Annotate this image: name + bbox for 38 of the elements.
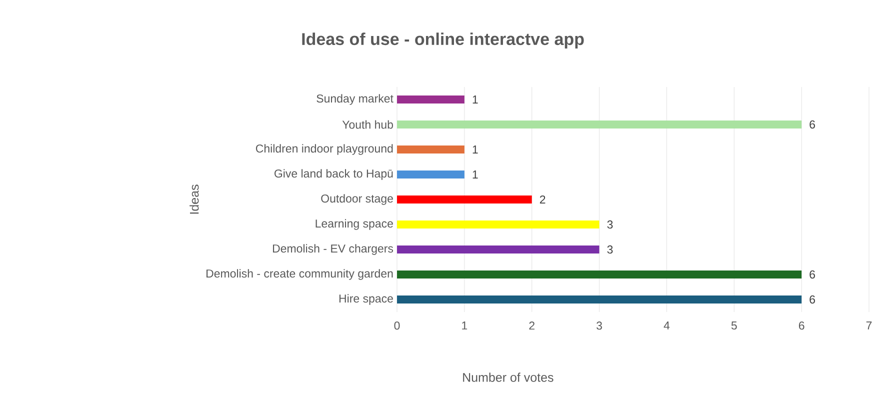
bar (397, 246, 600, 254)
y-tick-label: Sunday market (316, 94, 394, 105)
data-label: 1 (472, 146, 478, 154)
y-tick-label: Demolish - EV chargers (272, 244, 394, 255)
data-label: 6 (810, 120, 815, 129)
data-label: 2 (540, 195, 546, 204)
data-label: 1 (472, 170, 478, 178)
x-tick-label: 3 (596, 322, 602, 330)
y-tick-label: Outdoor stage (321, 194, 393, 205)
chart-title: Ideas of use - online interactve app (302, 32, 584, 48)
bar (397, 220, 600, 229)
bar (397, 196, 532, 204)
bar (397, 120, 802, 129)
y-tick-label: Hire space (339, 294, 393, 305)
y-tick-label: Demolish - create community garden (206, 269, 393, 280)
x-tick-label: 0 (394, 322, 400, 330)
bar (397, 296, 802, 304)
bar (397, 96, 464, 104)
y-axis-title: Ideas (190, 184, 199, 214)
x-tick-label: 5 (731, 322, 737, 330)
y-tick-label: Give land back to Hapū (274, 169, 393, 180)
data-label: 3 (607, 245, 613, 254)
data-label: 6 (810, 295, 815, 304)
x-tick-label: 7 (866, 322, 872, 330)
bar (397, 146, 464, 154)
y-tick-label: Learning space (316, 219, 393, 230)
data-label: 1 (472, 96, 478, 104)
y-tick-label: Children indoor playground (256, 144, 393, 155)
x-tick-label: 2 (529, 322, 534, 330)
data-label: 3 (607, 220, 613, 229)
y-tick-label: Youth hub (342, 120, 393, 129)
x-axis-title: Number of votes (463, 372, 554, 382)
data-label: 6 (810, 270, 815, 279)
bar (397, 270, 802, 279)
x-tick-label: 4 (664, 322, 670, 330)
x-tick-label: 6 (798, 322, 804, 330)
bar (397, 170, 464, 179)
x-tick-label: 1 (462, 322, 468, 330)
